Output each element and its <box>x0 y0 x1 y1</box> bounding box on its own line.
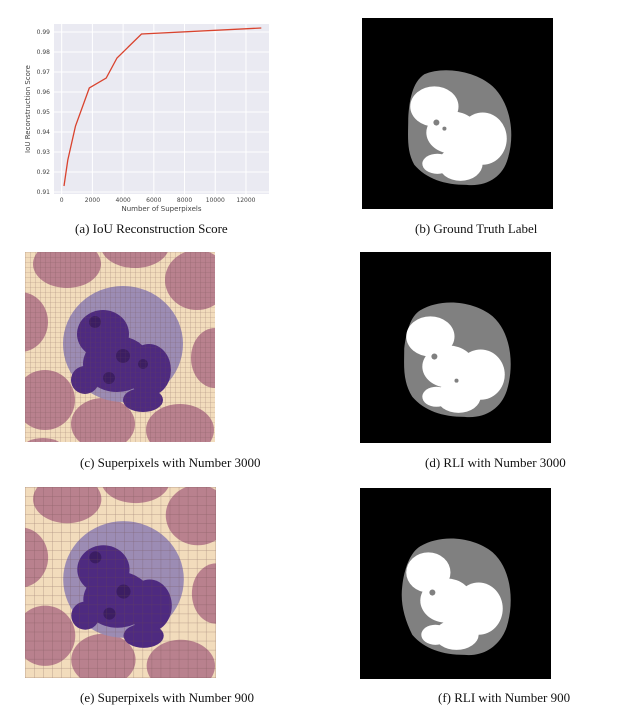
y-axis-label: IoU Reconstruction Score <box>24 65 32 153</box>
plot-area <box>54 24 269 194</box>
y-tick-label: 0.96 <box>37 89 51 96</box>
iou-series-line <box>63 27 262 187</box>
y-tick-label: 0.91 <box>37 189 51 196</box>
x-tick-label: 8000 <box>177 197 192 204</box>
caption-f: (f) RLI with Number 900 <box>438 690 571 705</box>
caption-b: (b) Ground Truth Label <box>415 221 538 236</box>
y-tick-label: 0.95 <box>37 109 51 116</box>
ground-truth-mask-image <box>362 18 553 209</box>
superpixels-3000-image <box>25 252 215 442</box>
superpixels-900-image <box>25 487 216 678</box>
y-tick-label: 0.99 <box>37 29 51 36</box>
y-tick-label: 0.93 <box>37 149 51 156</box>
x-axis-label: Number of Superpixels <box>121 205 201 213</box>
y-tick-label: 0.98 <box>37 49 51 56</box>
iou-line-chart: 0.91 0.92 0.93 0.94 0.95 0.96 0.97 0.98 0.99 0 200… <box>24 24 269 213</box>
x-tick-label: 12000 <box>236 197 255 204</box>
x-tick-label: 10000 <box>206 197 225 204</box>
iou-chart-panel: 0.91 0.92 0.93 0.94 0.95 0.96 0.97 0.98 0.99 0 200… <box>22 16 272 216</box>
y-tick-label: 0.94 <box>37 129 51 136</box>
mask-nucleus-region <box>410 86 507 181</box>
rli-900-mask-image <box>360 488 551 679</box>
rli-3000-mask-image <box>360 252 551 443</box>
x-tick-label: 2000 <box>85 197 100 204</box>
caption-e: (e) Superpixels with Number 900 <box>80 690 255 705</box>
y-tick-label: 0.92 <box>37 169 51 176</box>
caption-d: (d) RLI with Number 3000 <box>425 455 566 470</box>
y-tick-label: 0.97 <box>37 69 51 76</box>
x-tick-label: 4000 <box>115 197 130 204</box>
caption-a: (a) IoU Reconstruction Score <box>75 221 228 236</box>
x-tick-label: 0 <box>60 197 64 204</box>
caption-c: (c) Superpixels with Number 3000 <box>80 455 261 470</box>
x-tick-label: 6000 <box>146 197 161 204</box>
